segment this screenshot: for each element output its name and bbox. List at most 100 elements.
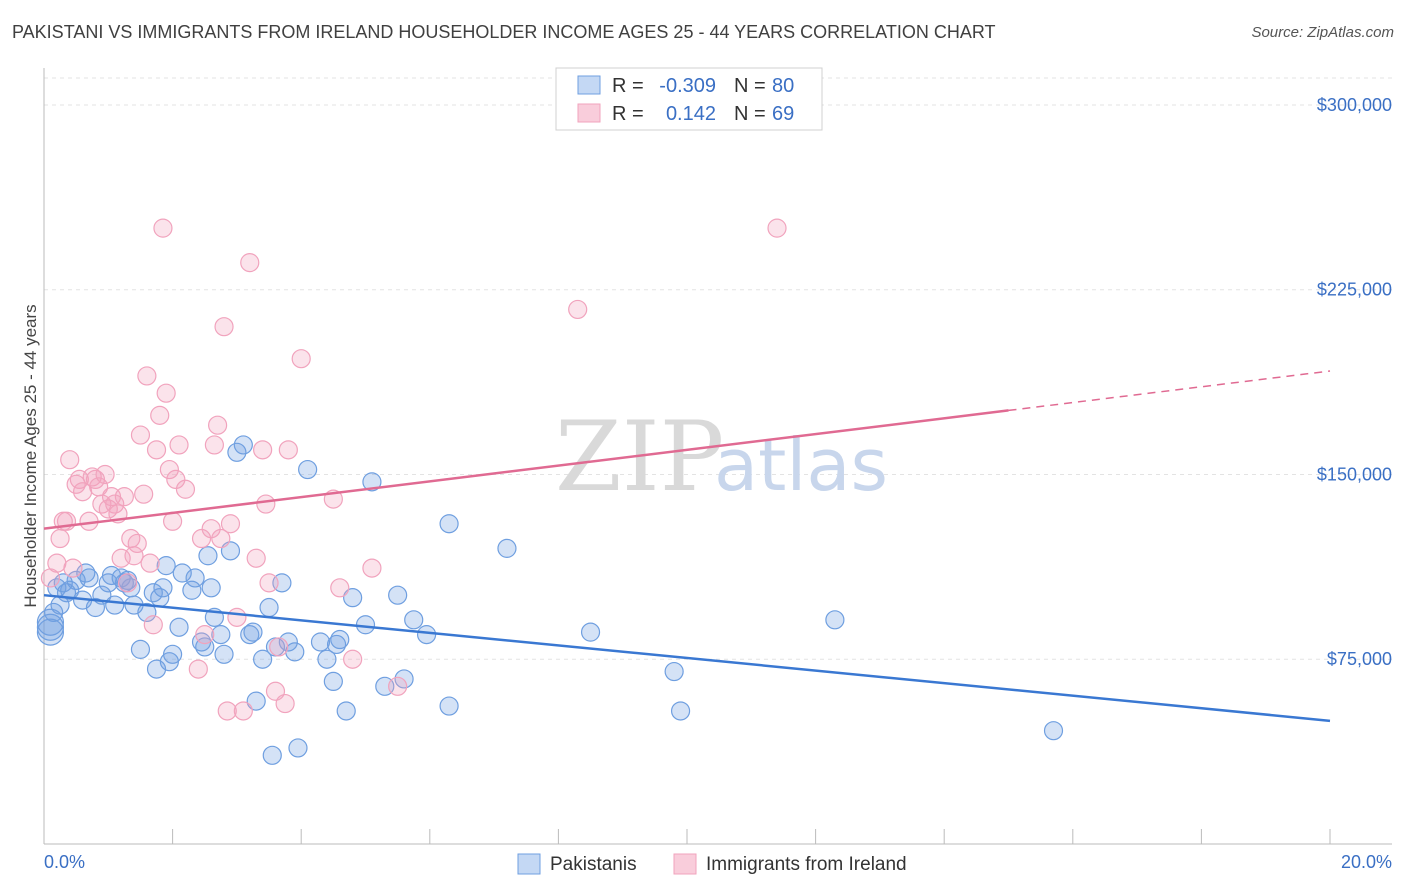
bottom-legend-swatch-pakistanis	[517, 853, 541, 875]
ireland-point-68	[256, 494, 276, 514]
ireland-point-37	[169, 435, 189, 455]
ireland-point-67	[63, 558, 83, 578]
ireland-point-44	[208, 415, 228, 435]
ireland-point-27	[137, 366, 157, 386]
watermark: ZIP atlas	[555, 401, 888, 513]
ireland-point-64	[388, 676, 408, 696]
pakistanis-point-30	[182, 580, 202, 600]
chart-source: Source: ZipAtlas.com	[1251, 24, 1394, 41]
ireland-point-26	[134, 484, 154, 504]
ireland-point-40	[191, 528, 212, 549]
ireland-point-2	[50, 528, 70, 549]
y-tick-label-3: $300,000	[1317, 95, 1392, 115]
legend-n-label-2: N =	[734, 103, 766, 125]
ireland-point-61	[330, 578, 350, 598]
bottom-legend-ireland: Immigrants from Ireland	[706, 854, 907, 875]
legend-r-value-1: -0.309	[659, 75, 716, 97]
pakistanis-point-37	[214, 644, 234, 664]
pakistanis-point-69	[497, 538, 517, 558]
legend-swatch-ireland	[577, 103, 601, 123]
legend-swatch-pakistanis	[577, 75, 601, 95]
ireland-point-31	[150, 405, 170, 425]
pakistanis-point-24	[153, 578, 173, 598]
ireland-point-58	[278, 440, 298, 460]
pakistanis-point-6	[60, 580, 80, 600]
ireland-point-25	[130, 425, 151, 445]
ireland-point-54	[259, 573, 279, 593]
ireland-point-32	[153, 218, 173, 238]
ireland-point-47	[217, 701, 237, 721]
ireland-point-43	[204, 435, 224, 455]
pakistanis-point-68	[439, 514, 459, 534]
pakistanis-point-45	[259, 597, 279, 618]
pakistanis-point-42	[243, 622, 263, 642]
x-tick-marks	[43, 829, 1331, 844]
x-tick-label-min: 0.0%	[44, 852, 85, 872]
ireland-point-46	[214, 317, 234, 337]
legend-r-label-2: R =	[612, 103, 644, 125]
pakistanis-point-66	[416, 625, 437, 645]
ireland-point-30	[146, 440, 167, 460]
ireland-point-5	[60, 450, 80, 470]
pakistanis-point-59	[343, 588, 363, 608]
pakistanis-point-75	[44, 602, 64, 623]
ireland-point-66	[767, 218, 787, 238]
ireland-point-1	[47, 553, 67, 573]
pakistanis-point-43	[246, 691, 266, 711]
y-tick-label-0: $75,000	[1327, 649, 1392, 669]
legend-box: R = -0.309 N = 80 R = 0.142 N = 69	[555, 67, 823, 131]
pakistanis-point-27	[163, 644, 183, 664]
ireland-point-65	[568, 299, 588, 320]
bottom-legend-pakistanis: Pakistanis	[550, 854, 637, 875]
pakistanis-points	[36, 435, 1064, 765]
y-axis-label: Householder Income Ages 25 - 44 years	[21, 304, 40, 607]
ireland-point-20	[114, 487, 134, 507]
ireland-point-45	[211, 528, 231, 549]
ireland-point-53	[253, 440, 273, 460]
ireland-point-23	[124, 546, 144, 566]
ireland-point-39	[188, 659, 208, 679]
ireland-point-38	[175, 479, 196, 499]
pakistanis-point-65	[404, 610, 424, 630]
legend-n-label-1: N =	[734, 75, 766, 97]
pakistanis-point-39	[227, 442, 247, 462]
pakistanis-point-41	[240, 625, 260, 645]
ireland-point-36	[166, 469, 186, 490]
pakistanis-point-58	[336, 701, 356, 721]
pakistanis-point-29	[172, 563, 192, 583]
legend-n-value-1: 80	[772, 75, 794, 97]
bottom-legend: Pakistanis Immigrants from Ireland	[517, 853, 907, 875]
pakistanis-point-70	[580, 622, 601, 642]
ireland-point-14	[95, 464, 115, 485]
pakistanis-point-36	[211, 625, 231, 645]
ireland-point-41	[195, 625, 215, 645]
y-tick-label-2: $225,000	[1317, 280, 1392, 300]
pakistanis-point-10	[85, 597, 106, 618]
pakistanis-point-33	[198, 546, 218, 566]
pakistanis-point-57	[330, 629, 350, 650]
pakistanis-point-28	[169, 617, 189, 637]
ireland-point-62	[343, 649, 363, 669]
pakistanis-point-52	[298, 459, 318, 480]
pakistanis-point-72	[670, 701, 691, 721]
ireland-point-57	[275, 693, 295, 714]
legend-n-value-2: 69	[772, 103, 794, 125]
x-tick-label-max: 20.0%	[1341, 852, 1392, 872]
pakistanis-point-34	[201, 578, 221, 598]
pakistanis-point-63	[388, 585, 408, 605]
legend-r-value-2: 0.142	[666, 103, 716, 125]
ireland-point-28	[140, 553, 160, 573]
pakistanis-point-73	[825, 610, 845, 630]
legend-r-label-1: R =	[612, 75, 644, 97]
pakistanis-point-46	[262, 745, 282, 765]
watermark-zip: ZIP	[555, 401, 724, 513]
trend-line-dashed-1	[1008, 370, 1331, 412]
pakistanis-point-21	[143, 583, 163, 603]
ireland-points	[40, 218, 787, 721]
ireland-point-33	[156, 383, 176, 403]
bottom-legend-swatch-ireland	[673, 853, 697, 875]
pakistanis-point-77	[76, 563, 96, 583]
pakistanis-point-19	[130, 639, 151, 659]
ireland-point-49	[227, 607, 247, 627]
